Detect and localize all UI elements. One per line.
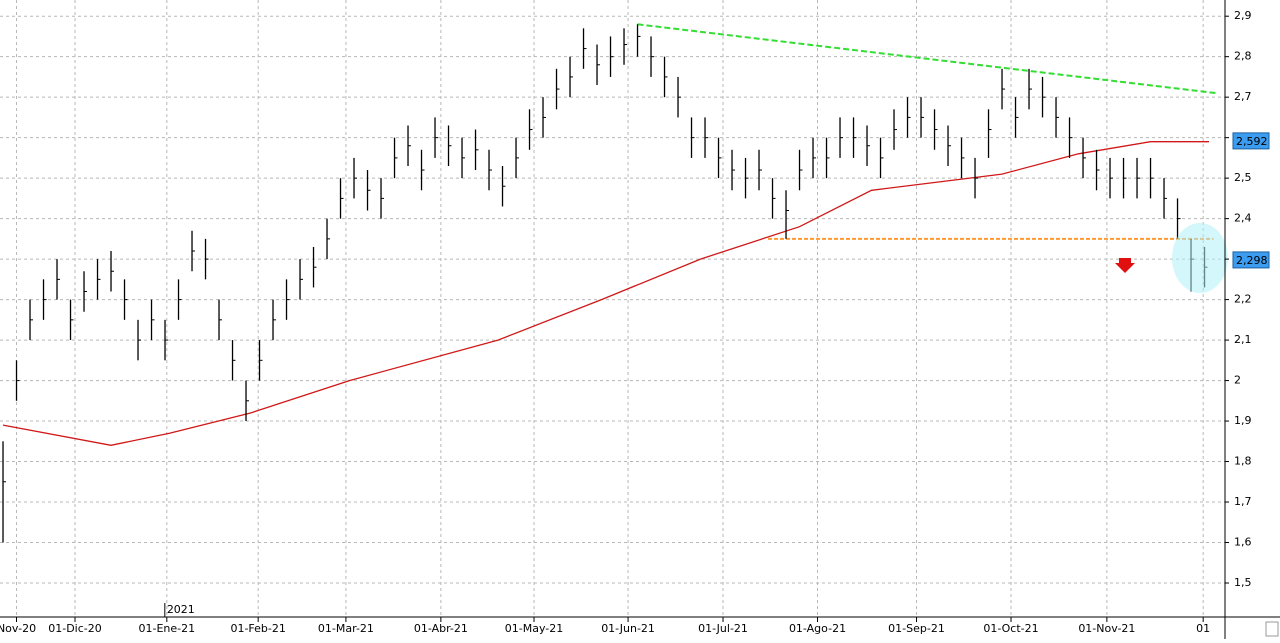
x-tick-label: 01-Ene-21 <box>139 622 196 635</box>
x-tick-label: 01-Oct-21 <box>983 622 1038 635</box>
y-tick-label: 2,7 <box>1234 90 1252 103</box>
x-tick-label: 01 <box>1196 622 1210 635</box>
price-label: 2,298 <box>1236 254 1268 267</box>
grid <box>0 0 1225 617</box>
marks <box>2 23 1216 543</box>
y-tick-label: 1,9 <box>1234 414 1252 427</box>
line <box>637 23 1216 95</box>
y-tick-label: 2,2 <box>1234 293 1252 306</box>
x-tick-label: 01-Mar-21 <box>318 622 374 635</box>
x-tick-label: 01-Sep-21 <box>888 622 945 635</box>
line <box>2 141 1209 446</box>
y-tick-label: 2,8 <box>1234 50 1252 63</box>
x-tick-label: Nov-20 <box>0 622 36 635</box>
corner-icon <box>1265 621 1279 637</box>
price-label: 2,592 <box>1236 135 1268 148</box>
price-label-box <box>1232 132 1270 150</box>
y-tick-label: 1,5 <box>1234 576 1252 589</box>
y-tick-label: 2,9 <box>1234 9 1252 22</box>
highlight-ellipse <box>1172 223 1228 293</box>
y-tick-label: 1,7 <box>1234 495 1252 508</box>
x-tick-label: 01-Abr-21 <box>414 622 468 635</box>
x-tick-label: 01-Jul-21 <box>698 622 748 635</box>
y-tick-label: 1,8 <box>1234 455 1252 468</box>
y-tick-label: 2,4 <box>1234 212 1252 225</box>
price-label-box <box>1232 251 1270 269</box>
y-tick-label: 2 <box>1234 374 1241 387</box>
axes: 2,92,82,72,62,52,42,32,22,121,91,81,71,6… <box>0 9 1270 635</box>
down-arrow <box>1115 258 1135 273</box>
y-tick-label: 2,1 <box>1234 333 1252 346</box>
x-tick-label: 01-Dic-20 <box>48 622 102 635</box>
year-label: 2021 <box>167 603 195 616</box>
y-tick-label: 1,6 <box>1234 536 1252 549</box>
x-tick-label: 01-Feb-21 <box>230 622 285 635</box>
x-tick-label: 01-May-21 <box>505 622 563 635</box>
x-tick-label: 01-Ago-21 <box>789 622 846 635</box>
x-tick-label: 01-Nov-21 <box>1078 622 1135 635</box>
x-tick-label: 01-Jun-21 <box>601 622 655 635</box>
y-tick-label: 2,5 <box>1234 171 1252 184</box>
